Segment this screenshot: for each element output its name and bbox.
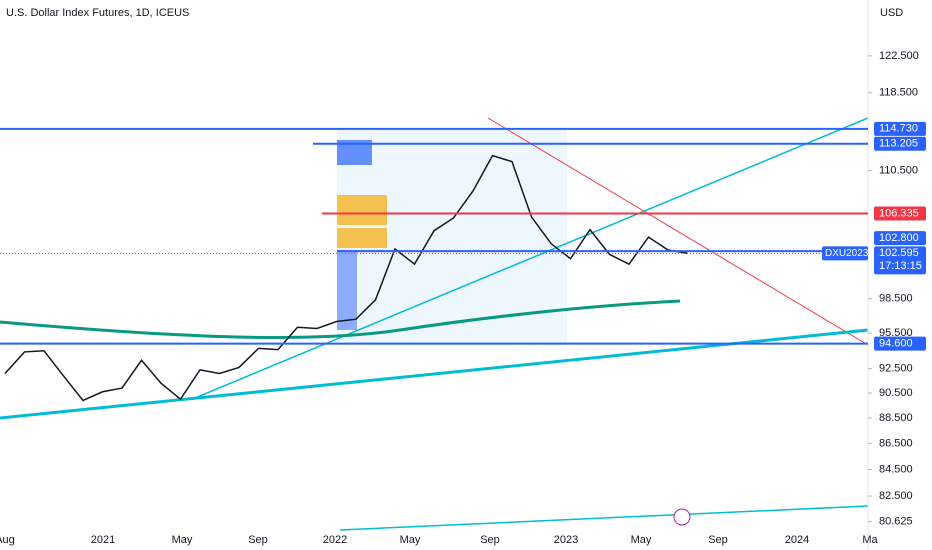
- y-tick-label: 92.500: [879, 363, 913, 375]
- y-tick-label: 84.500: [879, 463, 913, 475]
- y-tick-label: 98.500: [879, 293, 913, 305]
- price-tag: [874, 121, 926, 136]
- volume-profile: [337, 128, 567, 343]
- price-tag-label: 106.335: [879, 207, 919, 219]
- event-icon[interactable]: [673, 508, 691, 526]
- symbol-tag-label: DXU2023: [825, 248, 869, 259]
- x-tick-label: May: [172, 534, 193, 546]
- drawings: [0, 117, 869, 531]
- price-tag: [874, 136, 926, 151]
- trend-line: [487, 117, 869, 346]
- countdown: 17:13:15: [879, 260, 922, 272]
- price-tag: [874, 206, 926, 221]
- price-tag: [874, 336, 926, 351]
- profile-bar: [337, 195, 387, 225]
- x-tick-label: Aug: [0, 534, 15, 546]
- y-tick-label: 86.500: [879, 437, 913, 449]
- price-line: [4, 154, 688, 402]
- trend-line: [194, 117, 869, 399]
- price-tag-label: 94.600: [879, 338, 913, 350]
- y-tick-label: 82.500: [879, 490, 913, 502]
- y-tick-label: 118.500: [879, 87, 918, 99]
- x-tick-label: Ma: [862, 534, 878, 546]
- y-tick-label: 95.500: [879, 327, 913, 339]
- price-tag-label: 102.595: [879, 247, 919, 259]
- x-tick-label: 2024: [785, 534, 809, 546]
- y-tick-label: 122.500: [879, 50, 919, 62]
- y-tick-label: 110.500: [879, 165, 918, 177]
- x-tick-label: 2023: [554, 534, 578, 546]
- x-tick-label: 2021: [91, 534, 115, 546]
- price-tag-label: 113.205: [879, 138, 918, 150]
- chart-title: U.S. Dollar Index Futures, 1D, ICEUS: [6, 7, 189, 19]
- symbol-tag: [822, 246, 868, 261]
- price-tag-label: 114.730: [879, 123, 918, 135]
- x-tick-label: Sep: [248, 534, 268, 546]
- x-tick-label: May: [400, 534, 421, 546]
- currency-label: USD: [880, 7, 903, 19]
- price-tag-label: 102.800: [879, 232, 919, 244]
- x-tick-label: Sep: [708, 534, 728, 546]
- trend-line: [0, 328, 869, 420]
- x-tick-label: Sep: [480, 534, 500, 546]
- y-tick-label: 80.625: [879, 516, 913, 528]
- y-tick-label: 88.500: [879, 412, 913, 424]
- x-tick-label: May: [631, 534, 652, 546]
- trend-line: [339, 505, 869, 531]
- x-tick-label: 2022: [323, 534, 347, 546]
- price-tag: [874, 246, 926, 275]
- profile-bar: [337, 228, 387, 248]
- profile-bar: [337, 250, 357, 330]
- price-tag: [874, 231, 926, 246]
- y-tick-label: 90.500: [879, 387, 913, 399]
- moving-average: [0, 299, 681, 339]
